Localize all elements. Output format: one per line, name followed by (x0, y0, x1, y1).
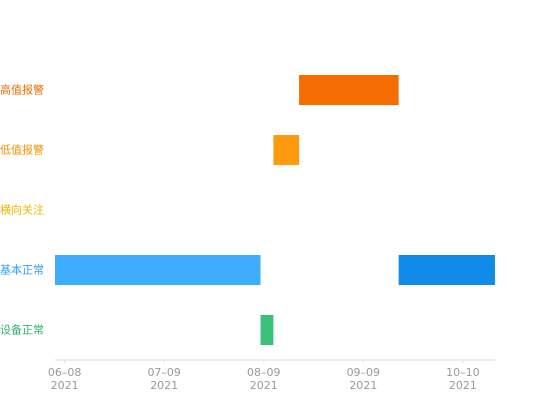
x-tick-label: 06–08 2021 (47, 366, 82, 392)
row-label: 基本正常 (0, 263, 44, 277)
x-tick-label: 09–09 2021 (346, 366, 381, 392)
row-label: 横向关注 (0, 203, 44, 217)
row-label: 高值报警 (0, 83, 44, 97)
bar (398, 255, 495, 285)
x-tick-label: 10–10 2021 (446, 366, 480, 392)
bar (55, 255, 261, 285)
row-label: 设备正常 (0, 323, 44, 337)
bar (299, 75, 399, 105)
bar (260, 315, 274, 345)
bar (273, 135, 300, 165)
row-label: 低值报警 (0, 143, 44, 157)
x-tick-label: 07–09 2021 (147, 366, 181, 392)
x-tick-label: 08–09 2021 (247, 366, 281, 392)
